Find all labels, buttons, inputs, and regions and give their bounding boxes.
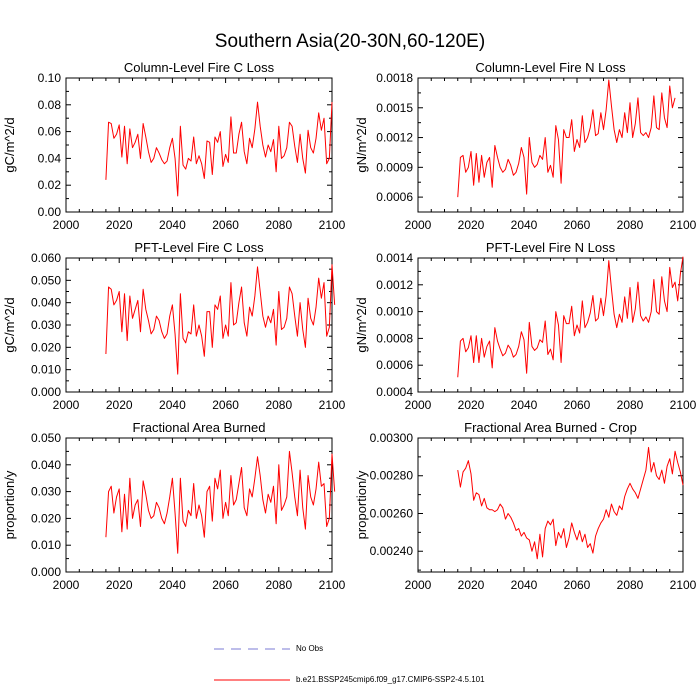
x-tick-label: 2100 <box>319 398 346 412</box>
x-tick-label: 2080 <box>617 578 644 592</box>
x-tick-label: 2040 <box>159 218 186 232</box>
y-tick-label: 0.000 <box>31 565 61 579</box>
x-tick-label: 2020 <box>458 398 485 412</box>
y-tick-label: 0.010 <box>31 538 61 552</box>
chart-panel-4: PFT-Level Fire N Loss gN/m^2/d 2000 2020 204… <box>354 240 697 412</box>
y-tick-label: 0.00300 <box>370 431 414 445</box>
x-tick-label: 2100 <box>670 578 697 592</box>
x-tick-label: 2100 <box>670 398 697 412</box>
chart-panel-5: Fractional Area Burned proportion/y 2000 20… <box>2 420 346 592</box>
y-axis-label: gC/m^2/d <box>2 117 17 172</box>
x-tick-label: 2020 <box>106 398 133 412</box>
x-tick-label: 2000 <box>53 398 80 412</box>
panel-title: Fractional Area Burned <box>133 420 266 435</box>
y-tick-label: 0.0012 <box>376 278 413 292</box>
y-tick-label: 0.0012 <box>376 131 413 145</box>
y-tick-label: 0.0009 <box>376 160 413 174</box>
y-axis-label: gN/m^2/d <box>354 117 369 172</box>
panel-title: Column-Level Fire N Loss <box>475 60 626 75</box>
figure-title: Southern Asia(20-30N,60-120E) <box>215 31 485 52</box>
y-tick-label: 0.00280 <box>370 469 414 483</box>
y-tick-label: 0.060 <box>31 251 61 265</box>
panel-title: Fractional Area Burned - Crop <box>464 420 637 435</box>
x-tick-label: 2020 <box>106 218 133 232</box>
x-tick-label: 2000 <box>53 578 80 592</box>
data-series-line <box>105 264 336 375</box>
x-tick-label: 2100 <box>670 218 697 232</box>
y-tick-label: 0.040 <box>31 296 61 310</box>
y-tick-label: 0.0018 <box>376 71 413 85</box>
x-tick-label: 2060 <box>212 218 239 232</box>
y-tick-label: 0.050 <box>31 431 61 445</box>
panel-title: PFT-Level Fire N Loss <box>486 240 616 255</box>
x-tick-label: 2040 <box>159 398 186 412</box>
panel-title: PFT-Level Fire C Loss <box>134 240 264 255</box>
x-tick-label: 2040 <box>159 578 186 592</box>
x-tick-label: 2000 <box>405 218 432 232</box>
y-tick-label: 0.0010 <box>376 305 413 319</box>
x-tick-label: 2080 <box>265 578 292 592</box>
y-tick-label: 0.0006 <box>376 358 413 372</box>
y-tick-label: 0.00240 <box>370 544 414 558</box>
y-tick-label: 0.00 <box>38 205 62 219</box>
y-tick-label: 0.040 <box>31 458 61 472</box>
x-tick-label: 2000 <box>53 218 80 232</box>
y-tick-label: 0.010 <box>31 363 61 377</box>
y-tick-label: 0.0015 <box>376 101 413 115</box>
y-axis-label: proportion/y <box>354 470 369 539</box>
y-tick-label: 0.00260 <box>370 506 414 520</box>
plot-frame <box>417 437 684 573</box>
x-tick-label: 2060 <box>212 398 239 412</box>
x-tick-label: 2080 <box>265 398 292 412</box>
chart-panel-6: Fractional Area Burned - Crop proportion/… <box>354 420 697 592</box>
y-tick-label: 0.0014 <box>376 251 413 265</box>
x-tick-label: 2040 <box>511 218 538 232</box>
y-axis-label: proportion/y <box>2 470 17 539</box>
y-tick-label: 0.020 <box>31 511 61 525</box>
x-tick-label: 2060 <box>564 398 591 412</box>
y-tick-label: 0.0004 <box>376 385 413 399</box>
y-tick-label: 0.0006 <box>376 190 413 204</box>
y-tick-label: 0.050 <box>31 273 61 287</box>
y-tick-label: 0.04 <box>38 151 62 165</box>
x-tick-label: 2000 <box>405 398 432 412</box>
y-axis-label: gN/m^2/d <box>354 297 369 352</box>
x-tick-label: 2080 <box>617 218 644 232</box>
data-series-line <box>105 101 333 197</box>
x-tick-label: 2080 <box>265 218 292 232</box>
y-tick-label: 0.000 <box>31 385 61 399</box>
x-tick-label: 2040 <box>511 578 538 592</box>
x-tick-label: 2040 <box>511 398 538 412</box>
y-tick-label: 0.10 <box>38 71 62 85</box>
plot-frame <box>65 77 333 213</box>
x-tick-label: 2000 <box>405 578 432 592</box>
y-axis-label: gC/m^2/d <box>2 297 17 352</box>
x-tick-label: 2020 <box>458 578 485 592</box>
x-tick-label: 2020 <box>458 218 485 232</box>
y-tick-label: 0.020 <box>31 340 61 354</box>
y-tick-label: 0.030 <box>31 485 61 499</box>
x-tick-label: 2060 <box>564 218 591 232</box>
data-series-line <box>105 450 336 554</box>
y-tick-label: 0.06 <box>38 125 62 139</box>
x-tick-label: 2100 <box>319 218 346 232</box>
data-series-line <box>457 256 684 378</box>
panel-title: Column-Level Fire C Loss <box>124 60 275 75</box>
chart-panel-3: PFT-Level Fire C Loss gC/m^2/d 2000 2020 204… <box>2 240 346 412</box>
x-tick-label: 2020 <box>106 578 133 592</box>
x-tick-label: 2100 <box>319 578 346 592</box>
x-tick-label: 2060 <box>564 578 591 592</box>
data-series-line <box>457 446 684 560</box>
chart-panel-1: Column-Level Fire C Loss gC/m^2/d 2000 2020… <box>2 60 346 232</box>
y-tick-label: 0.08 <box>38 98 62 112</box>
x-tick-label: 2060 <box>212 578 239 592</box>
data-series-line <box>457 79 676 198</box>
y-tick-label: 0.0008 <box>376 331 413 345</box>
y-tick-label: 0.030 <box>31 318 61 332</box>
x-tick-label: 2080 <box>617 398 644 412</box>
y-tick-label: 0.02 <box>38 178 62 192</box>
chart-panel-2: Column-Level Fire N Loss gN/m^2/d 2000 2020… <box>354 60 697 232</box>
